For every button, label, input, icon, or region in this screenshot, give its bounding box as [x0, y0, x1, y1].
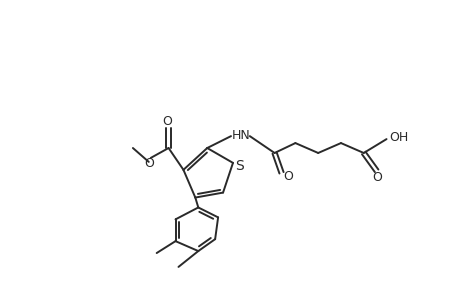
Text: O: O: [283, 170, 293, 183]
Text: O: O: [162, 115, 172, 128]
Text: HN: HN: [231, 129, 250, 142]
Text: S: S: [235, 159, 244, 173]
Text: O: O: [372, 171, 382, 184]
Text: OH: OH: [388, 130, 407, 144]
Text: O: O: [144, 158, 153, 170]
